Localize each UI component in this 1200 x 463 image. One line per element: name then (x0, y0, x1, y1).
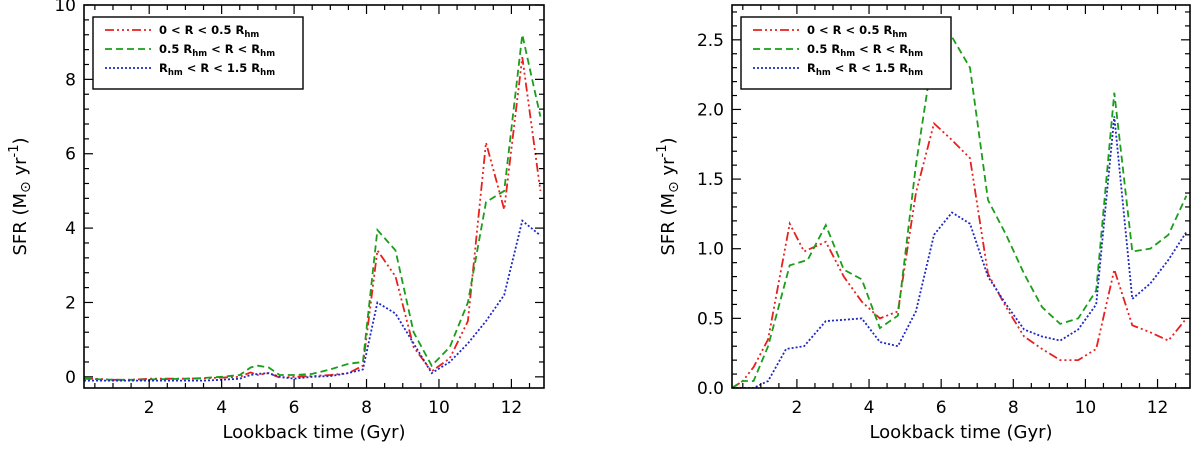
right-y-tick-label: 2.0 (697, 100, 724, 120)
left-y-tick-label: 4 (65, 219, 76, 239)
right-y-tick-label: 0.5 (697, 309, 724, 329)
left-legend-label-0: 0 < R < 0.5 Rhm (159, 23, 259, 40)
left-panel: 2 4 6 8 10 12 0 2 4 6 8 10 Lookback time (Gyr) SFR (M… (7, 0, 545, 443)
right-y-tick-label: 0.0 (697, 379, 724, 399)
right-legend-label-1: 0.5 Rhm < R < Rhm (807, 42, 923, 59)
left-series-line-1 (84, 34, 542, 381)
left-x-tick-label: 6 (289, 398, 300, 418)
right-y-tick-label: 2.5 (697, 31, 724, 51)
right-series-line-1 (732, 35, 1188, 388)
right-y-tick-label: 1.0 (697, 240, 724, 260)
left-y-tick-label: 8 (65, 70, 76, 90)
left-y-tick-label: 0 (65, 368, 76, 388)
right-x-tick-label: 8 (1008, 398, 1019, 418)
left-x-axis-label: Lookback time (Gyr) (222, 422, 405, 443)
left-x-tick-label: 4 (216, 398, 227, 418)
left-y-tick-label: 10 (54, 0, 76, 16)
left-x-tick-label: 2 (144, 398, 155, 418)
right-legend-box (740, 16, 952, 90)
left-y-tick-label: 2 (65, 293, 76, 313)
right-series-line-0 (732, 121, 1188, 388)
right-y-tick-label: 1.5 (697, 170, 724, 190)
left-legend-label-1: 0.5 Rhm < R < Rhm (159, 42, 275, 59)
left-x-tick-label: 8 (361, 398, 372, 418)
left-legend-label-2: Rhm < R < 1.5 Rhm (159, 61, 275, 78)
right-plot-frame (731, 4, 1191, 389)
left-plot-frame (83, 4, 545, 389)
right-series-line-2 (732, 116, 1188, 388)
left-y-tick-label: 6 (65, 145, 76, 165)
left-x-tick-label: 12 (501, 398, 523, 418)
right-x-tick-label: 12 (1147, 398, 1169, 418)
right-y-axis-label: SFR (M⊙ yr-1) (655, 137, 682, 255)
left-series-line-2 (84, 219, 541, 382)
right-legend-label-0: 0 < R < 0.5 Rhm (807, 23, 907, 40)
right-x-tick-label: 10 (1075, 398, 1097, 418)
left-legend: 0 < R < 0.5 Rhm 0.5 Rhm < R < Rhm Rhm < R … (92, 16, 304, 90)
right-x-tick-label: 6 (936, 398, 947, 418)
right-x-tick-label: 2 (791, 398, 802, 418)
right-x-axis-label: Lookback time (Gyr) (869, 422, 1052, 443)
left-x-tick-label: 10 (428, 398, 450, 418)
right-legend-label-2: Rhm < R < 1.5 Rhm (807, 61, 923, 78)
right-legend: 0 < R < 0.5 Rhm 0.5 Rhm < R < Rhm Rhm < R … (740, 16, 952, 90)
left-y-axis-label: SFR (M⊙ yr-1) (7, 137, 34, 255)
right-panel: 2 4 6 8 10 12 0.0 0.5 1.0 1.5 2.0 2.5 Lookback time … (655, 4, 1191, 443)
left-series-line-0 (84, 56, 542, 381)
left-legend-box (92, 16, 304, 90)
right-x-tick-label: 4 (864, 398, 875, 418)
